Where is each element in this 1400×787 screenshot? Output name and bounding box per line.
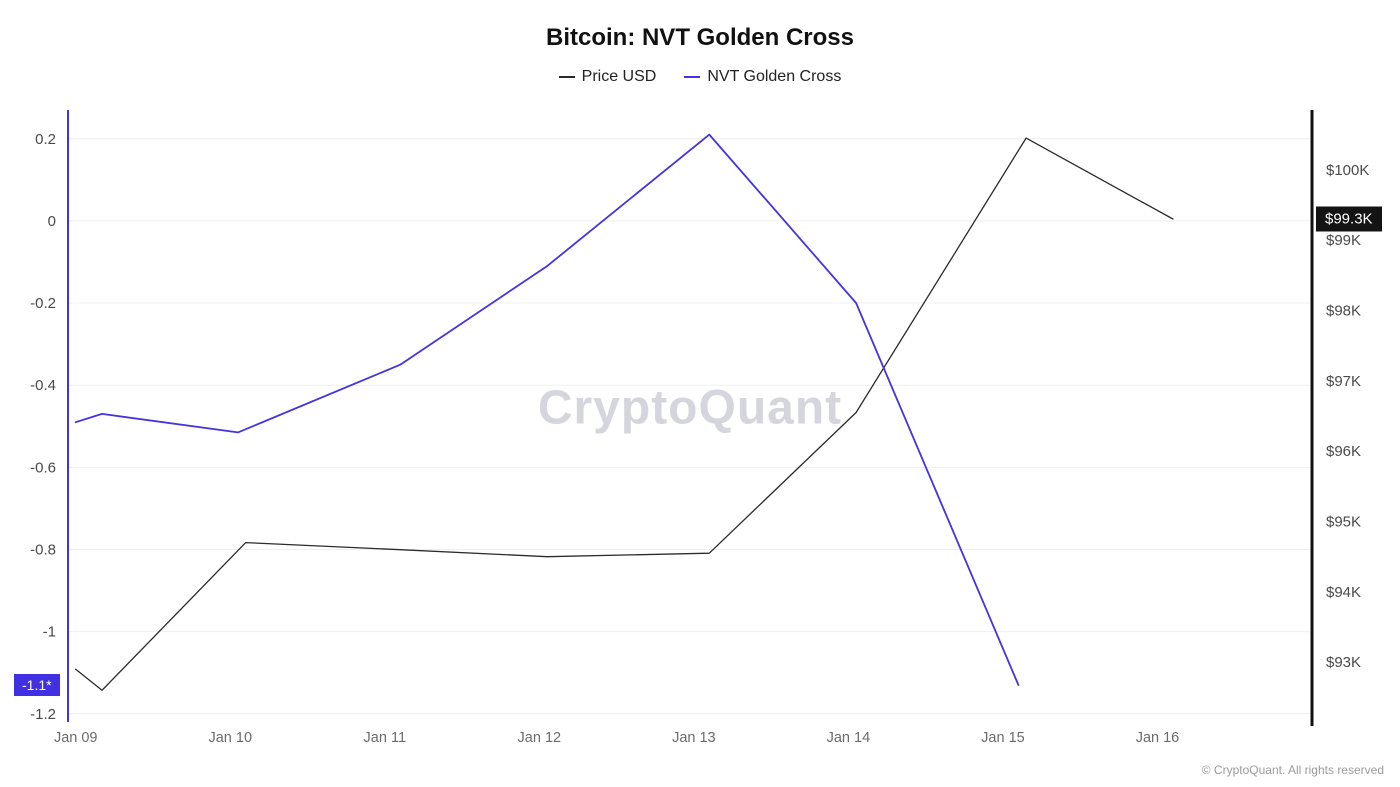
left-axis-tick-label: -0.6 xyxy=(30,459,56,476)
x-axis-tick-label: Jan 09 xyxy=(54,730,98,746)
x-axis-tick-label: Jan 15 xyxy=(981,730,1025,746)
price-current-value-badge: $99.3K xyxy=(1316,206,1382,232)
left-axis-tick-label: -1 xyxy=(43,624,56,641)
legend-item-nvt-golden-cross[interactable]: NVT Golden Cross xyxy=(684,68,841,86)
chart-title: Bitcoin: NVT Golden Cross xyxy=(545,24,854,51)
right-axis-tick-label: $93K xyxy=(1326,654,1361,671)
left-axis-tick-label: -0.2 xyxy=(30,295,56,312)
right-axis-tick-label: $97K xyxy=(1326,373,1361,390)
x-axis-tick-label: Jan 11 xyxy=(364,730,406,746)
price-usd-line-swatch xyxy=(558,76,575,78)
x-axis-tick-label: Jan 16 xyxy=(1136,730,1180,746)
left-axis-tick-label: -0.8 xyxy=(30,541,56,558)
right-axis-tick-label: $96K xyxy=(1326,443,1361,460)
series-line-nvt-golden-cross xyxy=(74,133,1020,686)
x-axis-tick-label: Jan 10 xyxy=(208,730,252,746)
right-axis-tick-label: $94K xyxy=(1326,584,1361,601)
legend: Price USD NVT Golden Cross xyxy=(0,68,1400,86)
left-axis-tick-label: 0 xyxy=(48,213,56,230)
legend-label-price-usd: Price USD xyxy=(581,68,657,85)
x-axis-tick-label: Jan 13 xyxy=(672,730,716,746)
legend-label-nvt-golden-cross: NVT Golden Cross xyxy=(707,68,842,85)
legend-item-price-usd[interactable]: Price USD xyxy=(558,68,657,86)
right-axis-tick-label: $99K xyxy=(1326,232,1361,249)
right-axis-tick-label: $95K xyxy=(1326,514,1361,531)
nvt-current-value-badge: -1.1* xyxy=(14,674,60,697)
x-axis-tick-label: Jan 12 xyxy=(518,730,562,746)
left-axis-tick-label: 0.2 xyxy=(35,131,56,148)
nvt-golden-cross-line-swatch xyxy=(684,76,701,78)
copyright-footer: © CryptoQuant. All rights reserved xyxy=(1201,763,1384,777)
x-axis-tick-label: Jan 14 xyxy=(827,730,871,746)
right-axis-tick-label: $100K xyxy=(1326,162,1369,179)
left-axis-tick-label: -1.2 xyxy=(30,706,56,723)
right-axis-tick-label: $98K xyxy=(1326,302,1361,319)
series-line-price-usd xyxy=(75,137,1174,691)
left-axis-tick-label: -0.4 xyxy=(30,377,56,394)
